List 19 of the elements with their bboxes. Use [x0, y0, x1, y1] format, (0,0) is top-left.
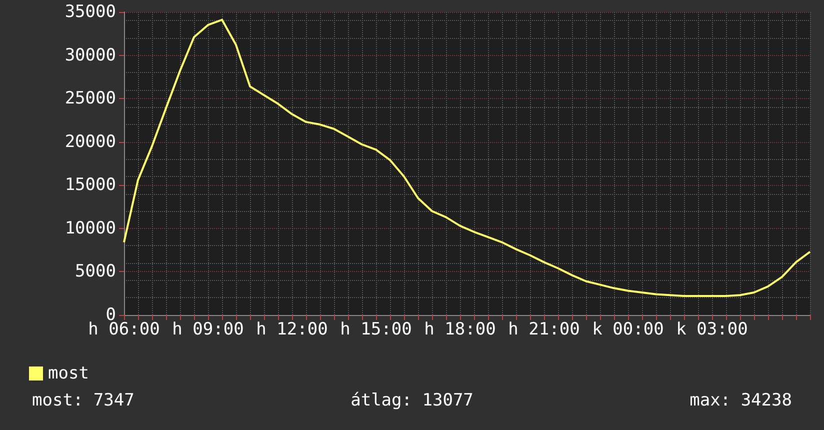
x-tick-label: h 18:00 [424, 320, 496, 340]
legend-label: most [48, 364, 89, 384]
line-series [123, 18, 811, 297]
text: most: 7347 [32, 390, 134, 410]
y-tick-label: 25000 [64, 88, 116, 109]
y-tick-label: 10000 [64, 218, 116, 238]
y-tick-label: 5000 [75, 262, 116, 282]
y-tick-label: 30000 [64, 45, 116, 66]
x-tick-label: h 15:00 [340, 320, 412, 340]
x-tick-label: h 21:00 [508, 320, 580, 340]
text: max: 34238 [690, 390, 792, 410]
x-tick-label: k 03:00 [676, 320, 748, 340]
x-tick-label: h 09:00 [172, 320, 244, 340]
text: átlag: 13077 [350, 390, 474, 410]
x-tick-label: h 12:00 [256, 320, 328, 340]
y-tick-label: 20000 [64, 132, 116, 152]
y-tick-label: 15000 [64, 175, 116, 196]
y-tick-label: 35000 [64, 2, 116, 22]
x-tick-label: k 00:00 [592, 320, 664, 340]
